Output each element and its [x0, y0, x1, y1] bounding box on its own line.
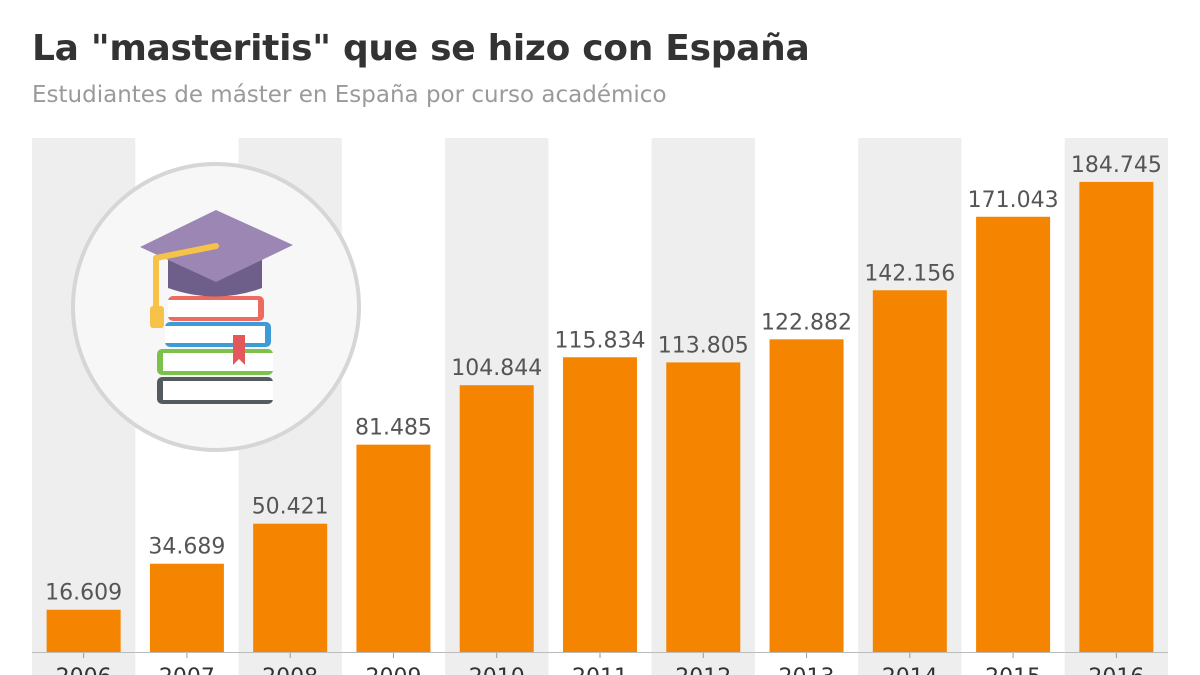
- x-tick-label: 2016: [1088, 665, 1144, 675]
- value-label: 81.485: [355, 416, 432, 441]
- value-label: 104.844: [451, 356, 542, 381]
- x-tick-label: 2014: [882, 665, 938, 675]
- x-tick-label: 2007: [159, 665, 215, 675]
- bar-2006: [46, 609, 121, 652]
- value-label: 184.745: [1071, 153, 1162, 178]
- bar-2014: [872, 290, 947, 652]
- x-tick-label: 2010: [469, 665, 525, 675]
- bar-2009: [356, 444, 431, 652]
- value-label: 115.834: [555, 328, 646, 353]
- value-label: 113.805: [658, 333, 749, 358]
- x-tick-label: 2012: [675, 665, 731, 675]
- bar-2013: [769, 339, 844, 652]
- x-tick-label: 2015: [985, 665, 1041, 675]
- chart-subtitle: Estudiantes de máster en España por curs…: [32, 82, 667, 108]
- bar-2016: [1079, 181, 1154, 652]
- x-tick-label: 2008: [262, 665, 318, 675]
- x-tick-label: 2013: [779, 665, 835, 675]
- chart-title: La "masteritis" que se hizo con España: [32, 28, 810, 69]
- value-label: 142.156: [864, 261, 955, 286]
- value-label: 34.689: [148, 535, 225, 560]
- bar-2008: [253, 523, 328, 652]
- value-label: 122.882: [761, 310, 852, 335]
- x-tick-label: 2009: [365, 665, 421, 675]
- bar-2007: [149, 563, 224, 652]
- x-tick-label: 2011: [572, 665, 628, 675]
- value-label: 16.609: [45, 581, 122, 606]
- value-label: 50.421: [252, 495, 329, 520]
- bar-2010: [459, 385, 534, 652]
- value-label: 171.043: [968, 188, 1059, 213]
- bar-2011: [563, 357, 637, 652]
- value-labels: 16.609 34.689 50.421 81.485 104.844 115.834 11…: [45, 153, 1162, 606]
- x-tick-label: 2006: [56, 665, 112, 675]
- year-labels: 2006 2007 2008 2009 2010 2011 2012 2013 2014 2015…: [32, 652, 1168, 675]
- bar-2012: [666, 362, 741, 652]
- bars: [46, 181, 1154, 652]
- graduation-cap-books-icon: [71, 162, 361, 452]
- bar-2015: [976, 216, 1051, 652]
